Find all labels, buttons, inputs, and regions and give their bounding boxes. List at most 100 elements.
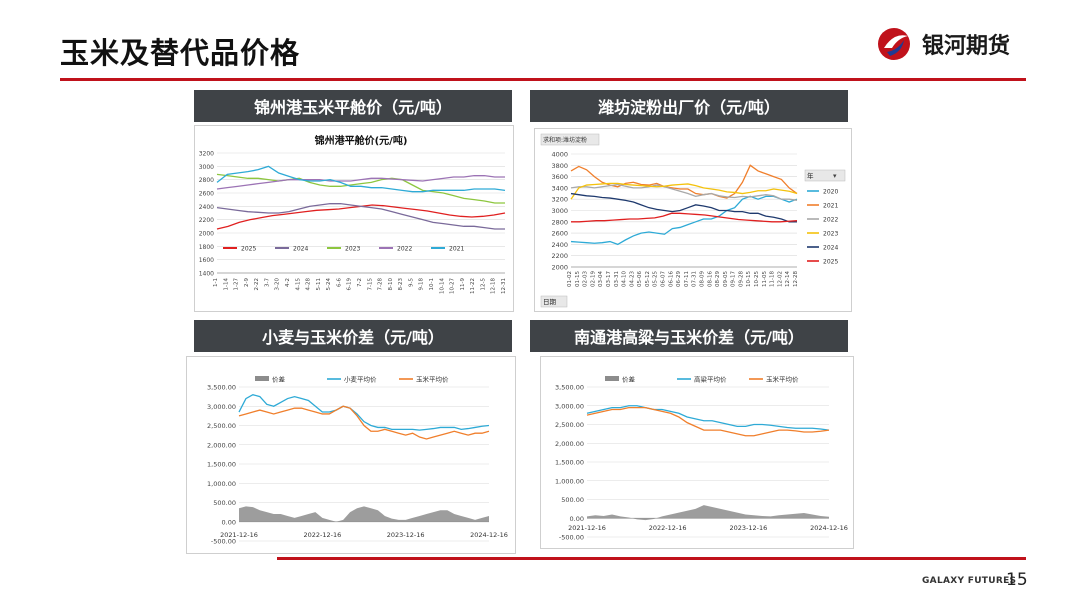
x-tick-label: 05-12	[645, 271, 651, 287]
y-tick-label: 2000	[551, 264, 568, 272]
y-tick-label: 3,500.00	[555, 384, 584, 392]
x-tick-label: 3-7	[264, 278, 270, 287]
x-tick-label: 7-15	[367, 278, 373, 291]
x-tick-label: 03-17	[606, 271, 612, 287]
series-line-小麦平均价	[238, 394, 490, 431]
y-tick-label: 2600	[199, 191, 214, 198]
chart-sorghum-corn: 3,500.00 3,000.00 2,500.00 2,000.00 1,500.00…	[555, 375, 848, 542]
top-divider	[60, 78, 1026, 81]
x-tick-label: 10-27	[450, 278, 456, 294]
y-tick-label: 3400	[551, 184, 568, 192]
x-tick-label: 09-05	[723, 271, 729, 287]
x-tick-label: 2021-12-16	[220, 531, 258, 539]
x-tick-label: 12-02	[777, 271, 783, 287]
x-tick-label: 08-09	[699, 271, 705, 287]
x-tick-label: 10-15	[746, 271, 752, 287]
x-tick-label: 07-31	[692, 271, 698, 287]
y-tick-label: 2400	[199, 204, 214, 211]
chart-wheat-corn: 3,500.00 3,000.00 2,500.00 2,000.00 1,500.00…	[207, 375, 508, 546]
legend-label: 玉米平均价	[766, 375, 799, 384]
x-tick-label: 12-14	[785, 271, 791, 287]
legend-label: 2021	[823, 203, 838, 210]
pivot-field-box	[540, 133, 600, 146]
x-tick-label: 10-25	[754, 271, 760, 287]
legend-label: 价差	[272, 375, 286, 384]
y-tick-label: 3000	[199, 164, 214, 171]
y-tick-label: 2200	[551, 252, 568, 260]
legend-label: 2023	[345, 246, 360, 253]
chart-sorghum-corn-panel: 3,500.00 3,000.00 2,500.00 2,000.00 1,500.00…	[540, 356, 854, 549]
x-tick-label: 6-19	[347, 278, 353, 291]
x-tick-label: 04-23	[629, 271, 635, 287]
x-tick-label: 12-28	[793, 271, 799, 287]
y-tick-label: -500.00	[211, 538, 236, 546]
footer-brand: GALAXY FUTURES	[922, 576, 1017, 586]
y-tick-label: 2200	[199, 217, 214, 224]
x-tick-label: 06-29	[676, 271, 682, 287]
x-tick-label: 01-02	[567, 271, 573, 287]
x-tick-label: 07-11	[684, 271, 690, 287]
x-tick-label: 08-29	[715, 271, 721, 287]
x-tick-label: 11-18	[770, 271, 776, 287]
series-line-2021	[216, 165, 506, 193]
y-tick-label: 3600	[551, 173, 568, 181]
series-line-2022	[570, 183, 798, 201]
x-tick-label: 12-18	[491, 278, 497, 294]
y-tick-label: 3,500.00	[207, 384, 236, 392]
legend-swatch	[255, 376, 269, 381]
x-tick-label: 05-06	[637, 271, 643, 287]
x-tick-label: 11-05	[762, 271, 768, 287]
bottom-divider	[277, 557, 1026, 560]
y-tick-label: 3800	[551, 162, 568, 170]
y-tick-label: 2800	[199, 177, 214, 184]
series-line-2024	[570, 192, 797, 223]
legend-title-box	[804, 169, 846, 182]
x-tick-label: 4-2	[285, 278, 291, 287]
panel-header-wheat-corn: 小麦与玉米价差（元/吨）	[194, 320, 512, 352]
series-line-玉米平均价	[586, 406, 830, 437]
series-line-玉米平均价	[238, 405, 490, 440]
x-tick-label: 03-04	[598, 271, 604, 287]
y-tick-label: 2000	[199, 231, 214, 238]
x-tick-label: 2021-12-16	[568, 524, 606, 532]
series-line-2025	[571, 212, 798, 223]
legend-label: 2025	[241, 246, 256, 253]
y-tick-label: 2800	[551, 218, 568, 226]
x-tick-label: 03-31	[614, 271, 620, 287]
y-tick-label: 1800	[199, 244, 214, 251]
legend-label: 2022	[397, 246, 412, 253]
legend-label: 2023	[823, 231, 838, 238]
x-tick-label: 02-03	[583, 271, 589, 287]
y-tick-label: 500.00	[213, 499, 236, 507]
axis-field-button	[540, 295, 568, 308]
legend-label: 小麦平均价	[344, 375, 377, 384]
brand-name: 银河期货	[922, 34, 1011, 59]
series-line-2022	[216, 175, 505, 190]
pivot-field-label: 求和项:潍坊淀粉	[543, 136, 587, 144]
y-tick-label: 2,500.00	[555, 421, 584, 429]
x-tick-label: 9-5	[408, 278, 414, 287]
panel-header-weifang: 潍坊淀粉出厂价（元/吨）	[530, 90, 848, 122]
axis-field-label: 日期	[543, 298, 557, 306]
y-tick-label: 3200	[551, 196, 568, 204]
panel-header-sorghum-corn: 南通港高粱与玉米价差（元/吨）	[530, 320, 848, 352]
chart-title: 锦州港平舱价(元/吨)	[315, 134, 408, 147]
legend-label: 玉米平均价	[416, 375, 449, 384]
legend-label: 2024	[823, 245, 838, 252]
x-tick-label: 11-22	[470, 278, 476, 294]
x-tick-label: 2023-12-16	[387, 531, 425, 539]
legend-label: 2020	[823, 189, 838, 196]
y-tick-label: 3,000.00	[207, 403, 236, 411]
legend-label: 2022	[823, 217, 838, 224]
x-tick-label: 2022-12-16	[649, 524, 687, 532]
x-tick-label: 9-18	[419, 278, 425, 291]
y-tick-label: 2,500.00	[207, 422, 236, 430]
x-tick-label: 06-07	[661, 271, 667, 287]
chart-jinzhou: 锦州港平舱价(元/吨) 3200 3000 2800 2600 2400 2200 2000 1…	[199, 134, 507, 294]
series-line-2020	[570, 195, 798, 246]
x-tick-label: 1-1	[213, 278, 219, 287]
slide-title: 玉米及替代品价格	[60, 36, 301, 70]
y-tick-label: 0.00	[222, 518, 236, 526]
x-tick-label: 2024-12-16	[810, 524, 848, 532]
chart-jinzhou-panel: 锦州港平舱价(元/吨) 3200 3000 2800 2600 2400 2200 2000 1…	[194, 125, 514, 312]
